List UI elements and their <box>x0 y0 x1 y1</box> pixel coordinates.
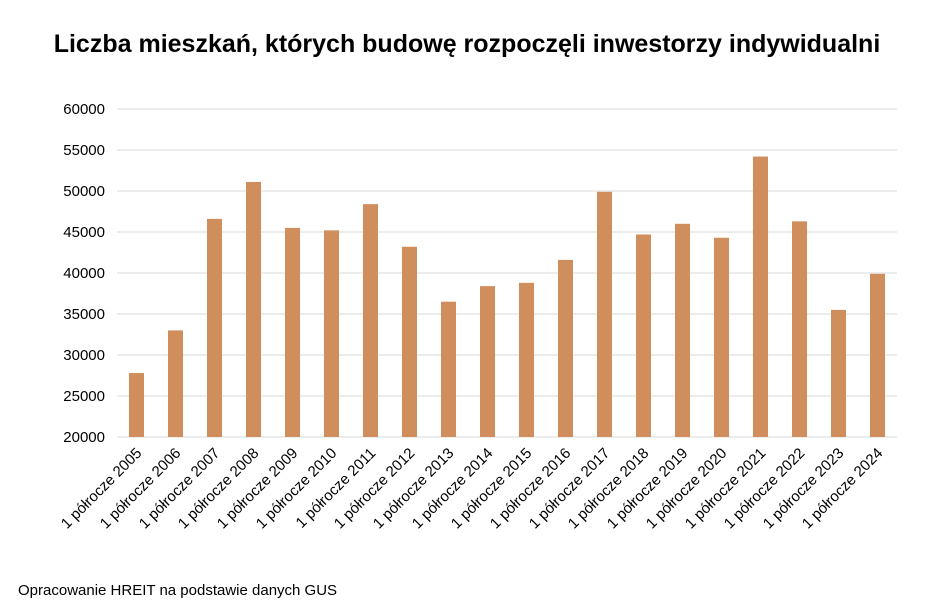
bar <box>129 373 144 437</box>
gridlines <box>117 108 897 438</box>
y-tick-label: 45000 <box>63 224 105 241</box>
source-note: Opracowanie HREIT na podstawie danych GU… <box>18 582 338 599</box>
bar <box>441 301 456 437</box>
bar <box>402 246 417 437</box>
bar <box>597 191 612 437</box>
y-tick-label: 40000 <box>63 265 105 282</box>
bar <box>675 223 690 437</box>
y-axis-tick-labels: 20000 25000 30000 35000 40000 45000 50000 55000… <box>63 101 105 446</box>
bar <box>714 237 729 437</box>
bar <box>168 330 183 437</box>
y-tick-label: 55000 <box>63 142 105 159</box>
y-tick-label: 25000 <box>63 388 105 405</box>
bar <box>792 221 807 437</box>
bar <box>363 204 378 437</box>
bar <box>246 181 261 437</box>
bar <box>285 227 300 437</box>
bar <box>753 156 768 437</box>
y-tick-label: 20000 <box>63 429 105 446</box>
bar <box>636 234 651 437</box>
y-tick-label: 35000 <box>63 306 105 323</box>
y-tick-label: 60000 <box>63 101 105 118</box>
bar <box>558 259 573 437</box>
bar <box>324 230 339 437</box>
bars <box>129 156 885 437</box>
bar <box>519 282 534 437</box>
chart-title: Liczba mieszkań, których budowę rozpoczę… <box>53 30 881 58</box>
y-tick-label: 30000 <box>63 347 105 364</box>
y-tick-label: 50000 <box>63 183 105 200</box>
bar <box>870 273 885 437</box>
bar <box>831 309 846 437</box>
bar <box>207 218 222 437</box>
bar <box>480 286 495 437</box>
